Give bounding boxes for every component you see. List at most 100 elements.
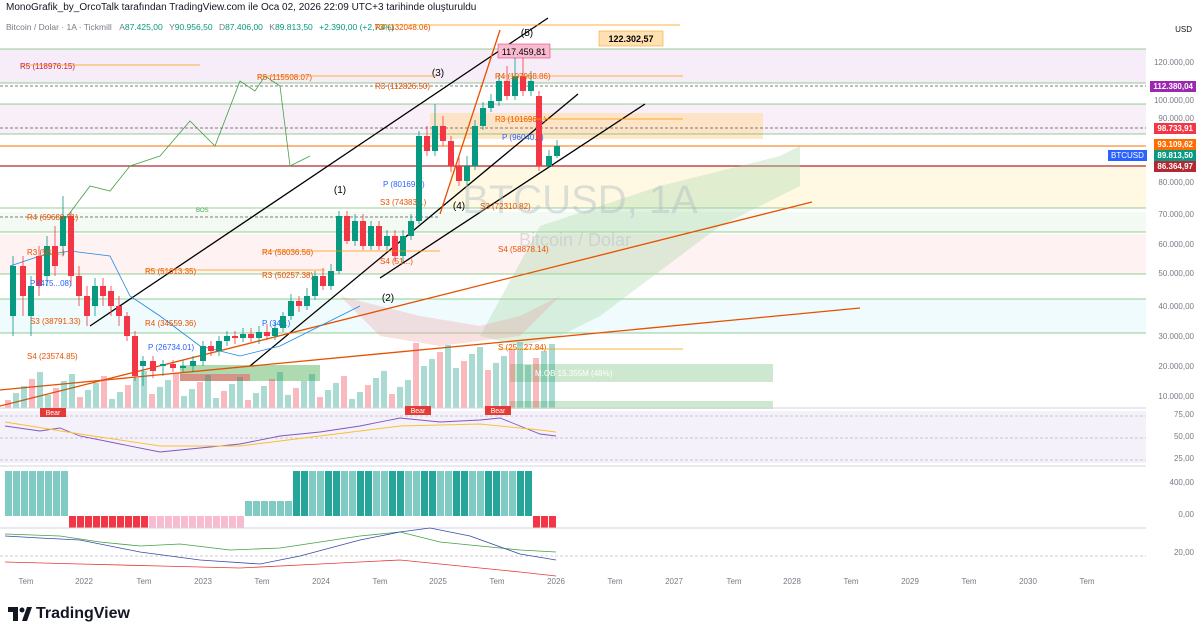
candle-body (52, 246, 58, 266)
volume-bar (21, 386, 27, 408)
symbol-name[interactable]: Bitcoin / Dolar · 1A · Tickmill (6, 22, 112, 32)
price-tag[interactable]: 112.380,04 (1150, 81, 1196, 92)
candle-body (480, 108, 486, 126)
tradingview-logo-icon (8, 607, 32, 621)
candle-body (60, 216, 66, 246)
candle-body (180, 366, 186, 368)
pivot-label: R4 (69680.71) (27, 213, 78, 222)
osc-line-green (4, 531, 557, 553)
close-value: 89.813,50 (274, 22, 313, 32)
time-tick: 2028 (783, 577, 801, 586)
volume-bar (45, 395, 51, 408)
histogram-bar (549, 516, 556, 528)
candle-body (554, 146, 560, 156)
target-label-box (598, 30, 664, 47)
candle-body (216, 341, 222, 351)
pivot-label: R3 (50257.38) (262, 271, 313, 280)
momentum-histogram[interactable] (5, 471, 556, 528)
candle-body (344, 216, 350, 241)
pivot-label: R4 (132048.06) (375, 23, 431, 32)
histogram-bar (237, 516, 244, 528)
price-tag[interactable]: 86.364,97 (1154, 161, 1196, 172)
time-axis[interactable]: Tem 2022 Tem 2023 Tem 2024 Tem 2025 Tem 2026 Tem 20… (0, 574, 1146, 588)
dashed-price-lines (0, 85, 1146, 218)
zone-band (0, 234, 1146, 274)
candlesticks[interactable] (10, 56, 560, 386)
bear-badge (40, 408, 66, 417)
pivot-label: R4 (34559.36) (145, 319, 196, 328)
histogram-bar (117, 516, 124, 528)
time-tick: Tem (961, 577, 977, 586)
candle-body (28, 286, 34, 316)
volume-bar (461, 361, 467, 408)
volume-bar (29, 379, 35, 408)
volume-bar (293, 388, 299, 408)
time-tick: Tem (1079, 577, 1095, 586)
candle-body (336, 216, 342, 271)
candle-body (416, 136, 422, 221)
histogram-bar (61, 471, 68, 516)
candle-body (352, 221, 358, 241)
candle-body (400, 236, 406, 256)
volume-profile-block (510, 364, 773, 382)
histogram-bar (77, 516, 84, 528)
candle-body (456, 166, 462, 181)
volume-profile-block (510, 401, 773, 409)
price-tag[interactable]: 89.813,50 (1154, 150, 1196, 161)
candle-body (272, 328, 278, 336)
pivot-label: R5 (115508.07) (257, 73, 312, 82)
volume-bars (5, 342, 555, 408)
rsi-signal-line (4, 421, 557, 447)
histogram-bar (133, 516, 140, 528)
histogram-bar (37, 471, 44, 516)
histogram-bar (413, 471, 420, 516)
time-tick: Tem (136, 577, 152, 586)
candle-body (328, 271, 334, 286)
volume-bar (93, 383, 99, 408)
rsi-pane[interactable] (0, 411, 1146, 463)
price-chart[interactable]: 117.459,81 122.302,57 (1) (2) (3) (4) (5… (0, 16, 1146, 582)
histogram-bar (221, 516, 228, 528)
histogram-bar (269, 501, 276, 516)
pivot-label: R3 (101696...) (495, 115, 546, 124)
rsi-line (4, 417, 557, 453)
pivot-label: S4 (58878.14) (498, 245, 549, 254)
histogram-bar (245, 501, 252, 516)
time-tick: Tem (726, 577, 742, 586)
close-label: K (269, 22, 275, 32)
histogram-bar (253, 501, 260, 516)
target-label: 122.302,57 (608, 34, 653, 44)
high-value: 90.956,50 (174, 22, 213, 32)
candle-body (76, 276, 82, 296)
histogram-bar (533, 516, 540, 528)
candle-body (10, 266, 16, 316)
pivot-label: R5 (51613.35) (145, 267, 196, 276)
volume-bar (485, 370, 491, 408)
pivot-lines (20, 24, 683, 350)
pivot-label: P (80169...) (383, 180, 425, 189)
price-tick: 20.000,00 (1158, 362, 1194, 371)
volume-bar (501, 356, 507, 408)
volume-bar (333, 383, 339, 408)
volume-bar (149, 394, 155, 408)
price-tag[interactable]: 98.733,91 (1154, 123, 1196, 134)
price-tick: 30.000,00 (1158, 332, 1194, 341)
price-tick: 60.000,00 (1158, 240, 1194, 249)
rsi-tick: 25,00 (1173, 454, 1194, 463)
candle-body (36, 256, 42, 286)
candle-body (376, 226, 382, 246)
candle-body (68, 216, 74, 276)
price-tick: 70.000,00 (1158, 210, 1194, 219)
volume-bar (237, 377, 243, 408)
bear-label: Bear (411, 408, 426, 415)
price-axis[interactable]: 120.000,00 100.000,00 90.000,00 80.000,00 70… (1146, 16, 1200, 582)
wave-label-4: (4) (453, 201, 465, 212)
candle-body (536, 96, 542, 166)
price-tag[interactable]: 93.109,62 (1154, 139, 1196, 150)
histogram-bar (181, 516, 188, 528)
currency-label[interactable]: USD (1175, 25, 1192, 34)
low-label: D (218, 22, 226, 32)
time-tick: Tem (843, 577, 859, 586)
candle-body (512, 76, 518, 96)
volume-bar (341, 376, 347, 408)
